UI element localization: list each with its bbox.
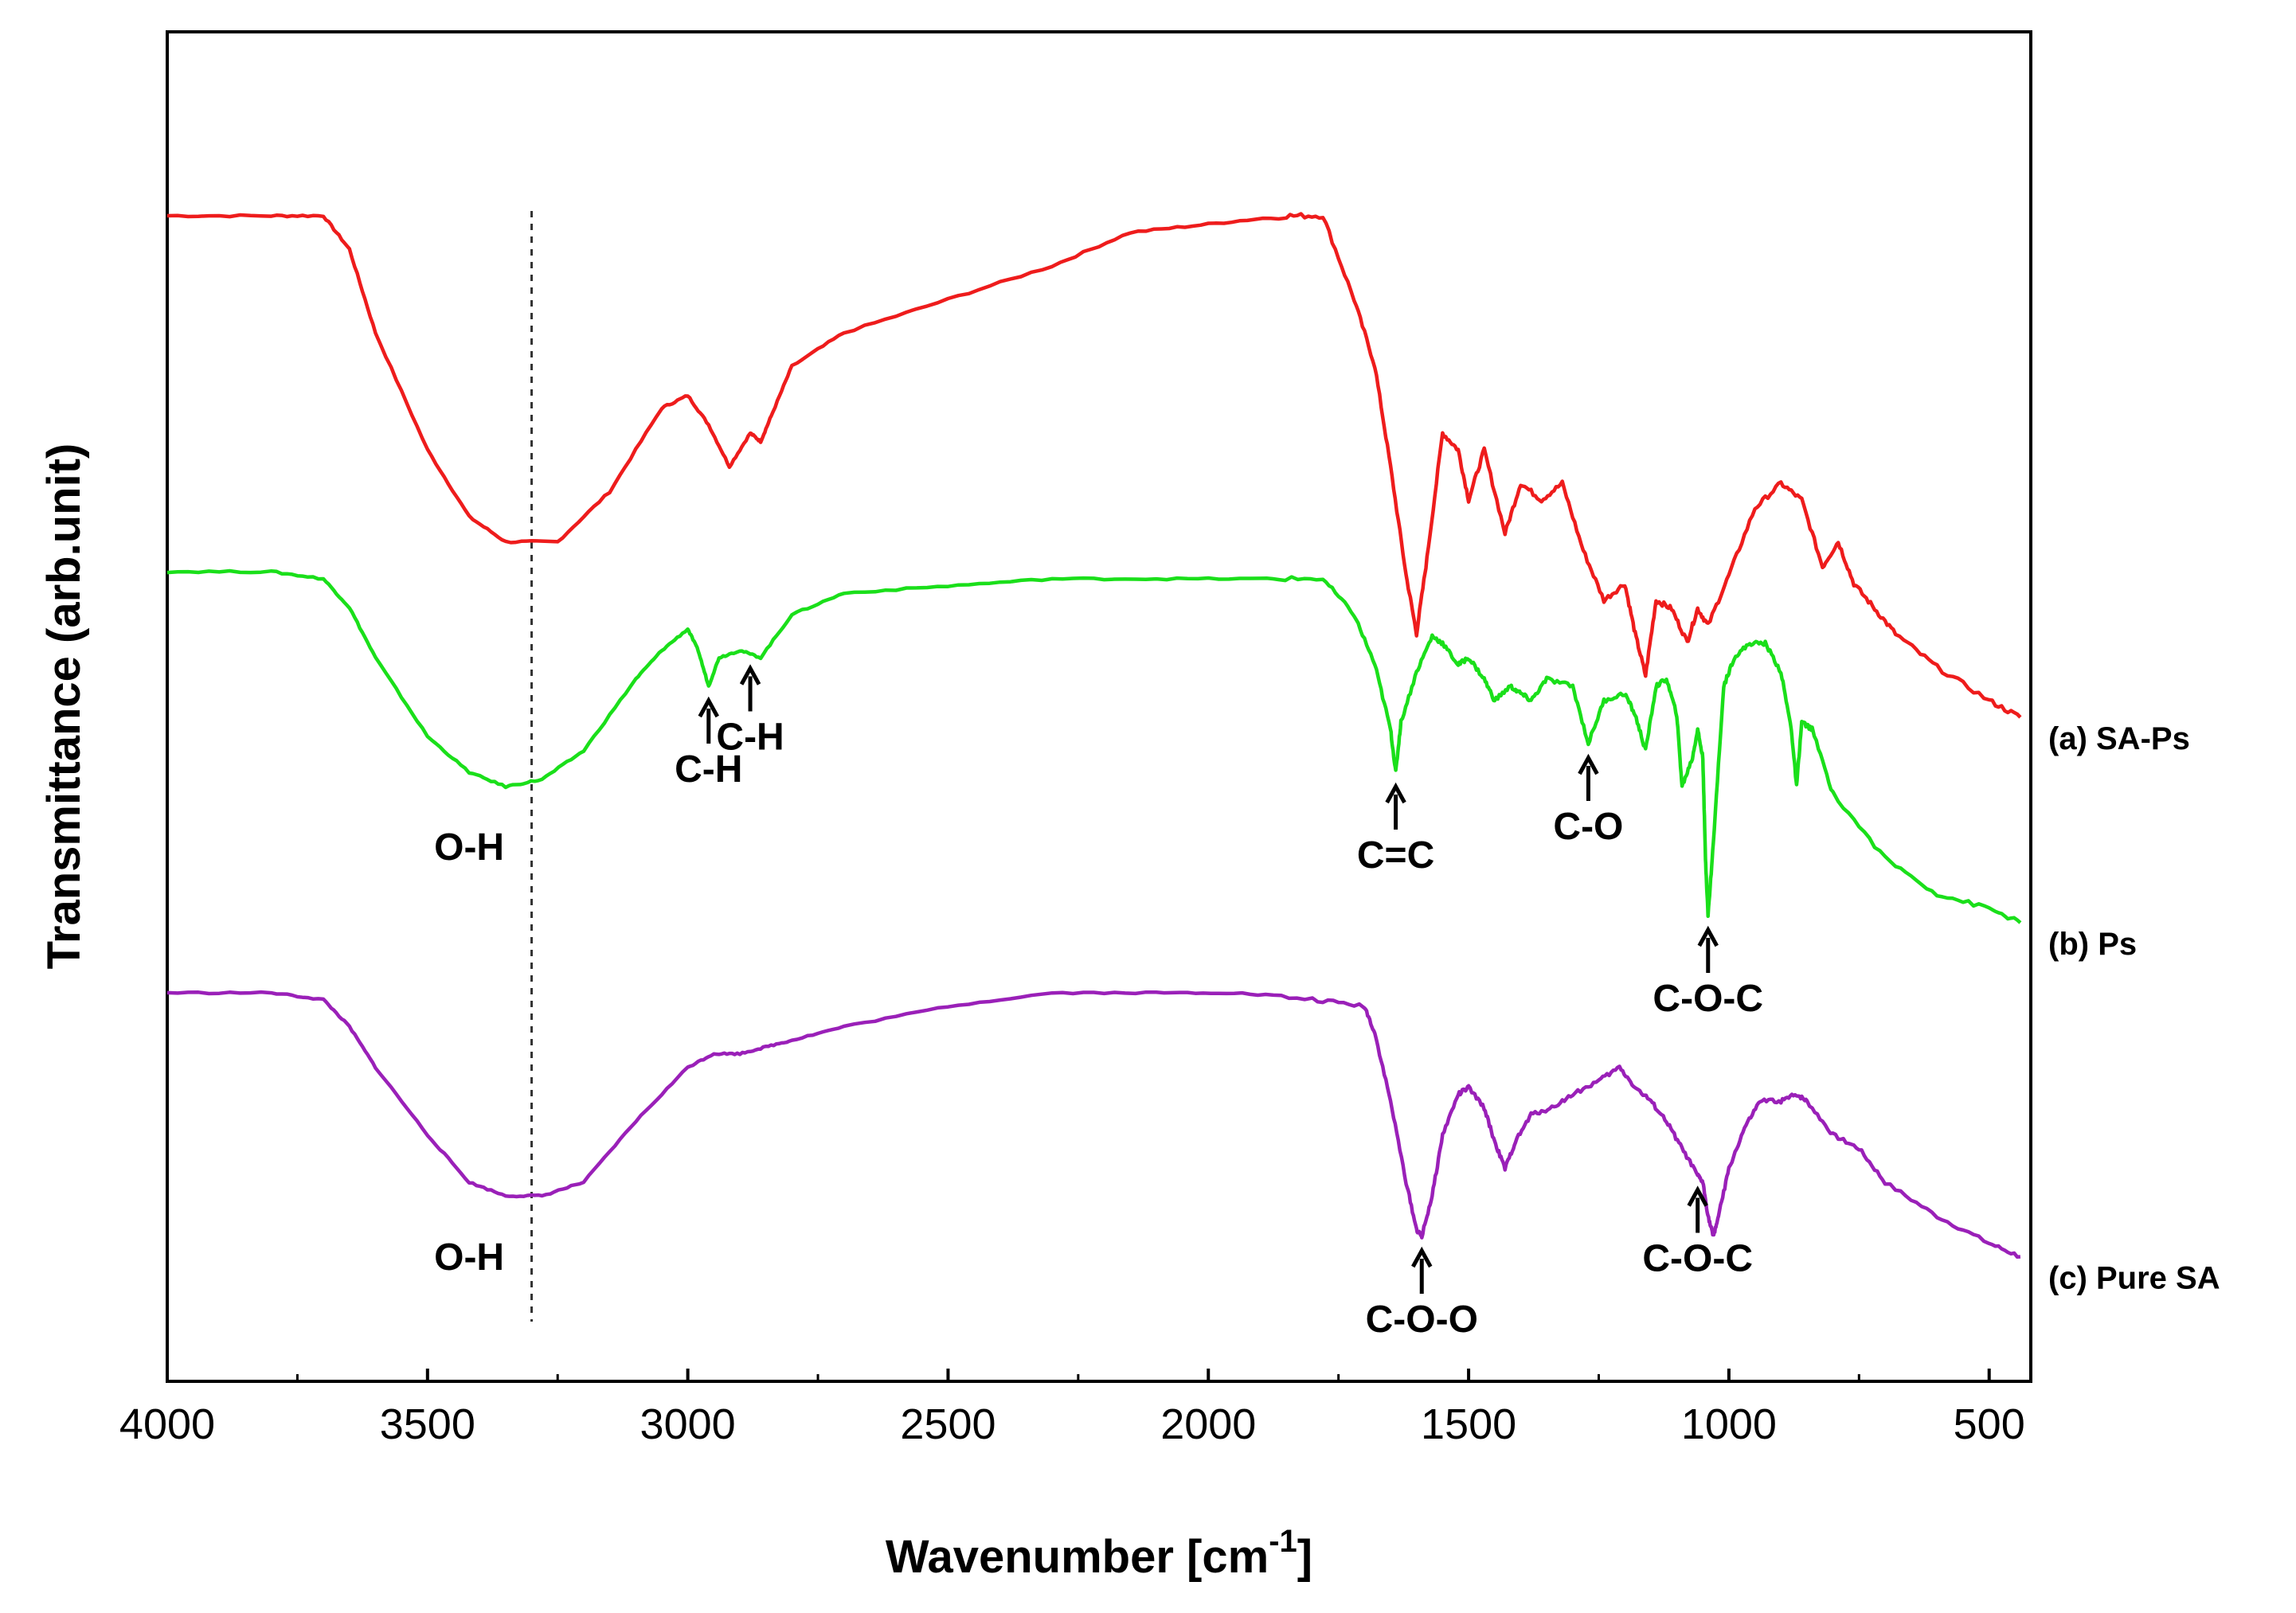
annotation-label: C=C xyxy=(1357,834,1434,877)
series-label: (c) Pure SA xyxy=(2048,1261,2220,1296)
series-line-2 xyxy=(166,568,2022,924)
annotation-arrow-head xyxy=(739,664,761,685)
annotation-label: O-H xyxy=(434,1236,504,1279)
annotation-arrow-head xyxy=(1697,925,1719,947)
series-label: (a) SA-Ps xyxy=(2048,721,2190,756)
annotation-arrow-head xyxy=(1385,782,1406,804)
x-axis-title: Wavenumber [cm-1] xyxy=(886,1524,1312,1583)
x-tick-label: 500 xyxy=(1954,1400,2025,1448)
series-labels: (a) SA-Ps (b) Ps (c) Pure SA xyxy=(2048,721,2220,1296)
annotation-label: C-O-O xyxy=(1366,1299,1478,1341)
x-tick-label: 3500 xyxy=(380,1400,475,1448)
x-tick-label: 1500 xyxy=(1421,1400,1516,1448)
annotation-label: C-H xyxy=(675,748,742,791)
annotation-label: C-O xyxy=(1553,806,1623,848)
y-axis-title: Transmittance (arb.unit) xyxy=(38,443,90,970)
x-axis-ticks: 4000 3500 3000 2500 2000 1500 1000 500 xyxy=(119,1369,2025,1448)
x-axis-title-close: ] xyxy=(1297,1531,1312,1583)
plot-frame xyxy=(166,30,2032,1383)
annotation-label: C-O-C xyxy=(1642,1238,1753,1280)
annotation-label: C-H xyxy=(716,717,784,759)
annotation-layer: C-HC-H O-H C=C C-O C-O-C O-H C-O-O C-O-C xyxy=(434,664,1763,1341)
x-tick-label: 3000 xyxy=(640,1400,736,1448)
annotation-label: C-O-C xyxy=(1653,978,1763,1020)
x-axis-title-main: Wavenumber [cm xyxy=(886,1531,1269,1583)
annotation-label: O-H xyxy=(434,826,504,869)
series-label: (b) Ps xyxy=(2048,927,2137,962)
series-line-1 xyxy=(166,212,2022,719)
series-line-3 xyxy=(166,990,2021,1260)
x-tick-label: 2000 xyxy=(1160,1400,1256,1448)
x-axis-title-superscript: -1 xyxy=(1269,1524,1297,1559)
x-tick-label: 4000 xyxy=(119,1400,215,1448)
annotation-arrow-head xyxy=(1411,1246,1433,1268)
series-layer xyxy=(166,212,2022,1260)
annotation-arrow-head xyxy=(1687,1185,1708,1207)
annotation-arrow-head xyxy=(1578,753,1599,775)
x-tick-label: 2500 xyxy=(900,1400,995,1448)
annotation-arrow-head xyxy=(698,696,719,718)
x-tick-label: 1000 xyxy=(1681,1400,1777,1448)
